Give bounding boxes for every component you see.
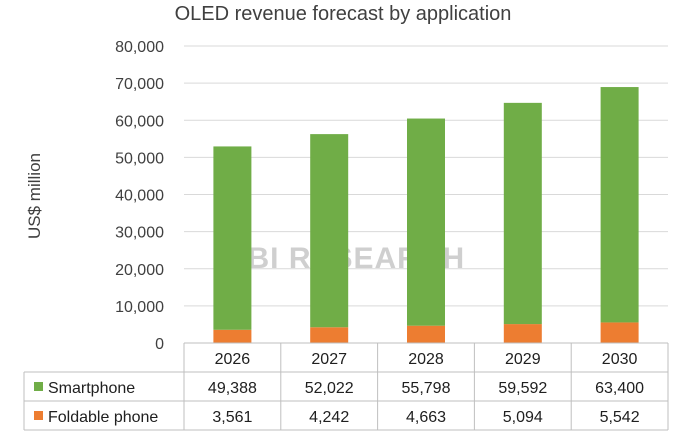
bar-foldable-phone-2030 xyxy=(600,322,639,343)
data-label: 5,094 xyxy=(503,409,543,426)
legend-entry: Smartphone xyxy=(48,380,135,397)
bar-smartphone-2030 xyxy=(600,87,639,323)
legend-swatch xyxy=(34,382,43,391)
data-label: 4,242 xyxy=(309,409,349,426)
x-tick-label: 2028 xyxy=(408,351,444,368)
data-table: 2026 2027 2028 2029 2030 Smartphone 49,388 52,0… xyxy=(23,342,669,431)
bar-smartphone-2029 xyxy=(503,102,542,325)
data-label: 49,388 xyxy=(208,380,257,397)
x-tick-label: 2026 xyxy=(215,351,251,368)
y-tick-label: 40,000 xyxy=(115,188,164,205)
bar-foldable-phone-2027 xyxy=(310,327,349,343)
chart-title: OLED revenue forecast by application xyxy=(175,3,512,25)
data-label: 52,022 xyxy=(305,380,354,397)
y-axis-label: US$ million xyxy=(25,153,44,239)
data-label: 63,400 xyxy=(595,380,644,397)
bar-smartphone-2028 xyxy=(407,118,445,326)
bar-smartphone-2027 xyxy=(310,134,349,328)
bars xyxy=(213,87,639,343)
bar-foldable-phone-2029 xyxy=(503,324,542,343)
y-tick-label: 0 xyxy=(155,336,164,353)
y-tick-label: 20,000 xyxy=(115,262,164,279)
x-tick-label: 2027 xyxy=(311,351,347,368)
y-tick-label: 80,000 xyxy=(115,39,164,56)
y-tick-labels: 0 10,000 20,000 30,000 40,000 50,000 60,000 70,… xyxy=(115,39,164,353)
data-label: 59,592 xyxy=(498,380,547,397)
y-tick-label: 50,000 xyxy=(115,150,164,167)
legend-swatch xyxy=(34,411,43,420)
bar-smartphone-2026 xyxy=(213,146,252,330)
bar-foldable-phone-2026 xyxy=(213,329,252,343)
bar-foldable-phone-2028 xyxy=(407,325,445,343)
legend-entry: Foldable phone xyxy=(48,409,158,426)
data-label: 4,663 xyxy=(406,409,446,426)
y-tick-label: 60,000 xyxy=(115,113,164,130)
data-label: 5,542 xyxy=(600,409,640,426)
x-tick-label: 2029 xyxy=(505,351,541,368)
y-tick-label: 10,000 xyxy=(115,299,164,316)
data-label: 3,561 xyxy=(212,409,252,426)
x-tick-label: 2030 xyxy=(602,351,638,368)
data-label: 55,798 xyxy=(402,380,451,397)
y-tick-label: 70,000 xyxy=(115,76,164,93)
y-tick-label: 30,000 xyxy=(115,225,164,242)
